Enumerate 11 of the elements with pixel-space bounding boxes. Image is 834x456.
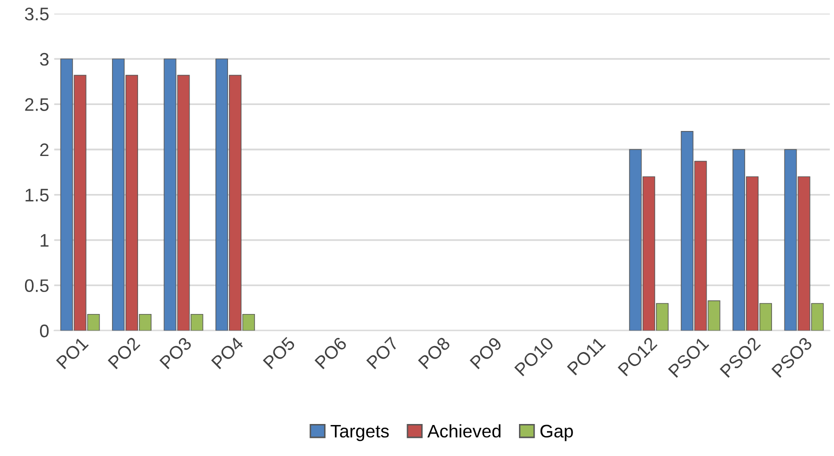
- y-tick-label: 0.5: [24, 279, 49, 292]
- legend-label: Targets: [330, 424, 389, 442]
- y-tick-label: 3: [40, 52, 49, 66]
- y-tick-label: 3.5: [24, 8, 49, 20]
- legend-label: Gap: [540, 424, 573, 442]
- y-tick-label: 2.5: [25, 98, 49, 111]
- y-tick-label: 1: [40, 234, 48, 247]
- y-tick-label: 2: [40, 143, 48, 156]
- legend-label: Achieved: [427, 424, 500, 438]
- y-tick-label: 0: [40, 324, 49, 338]
- y-tick-label: 1.5: [26, 188, 49, 202]
